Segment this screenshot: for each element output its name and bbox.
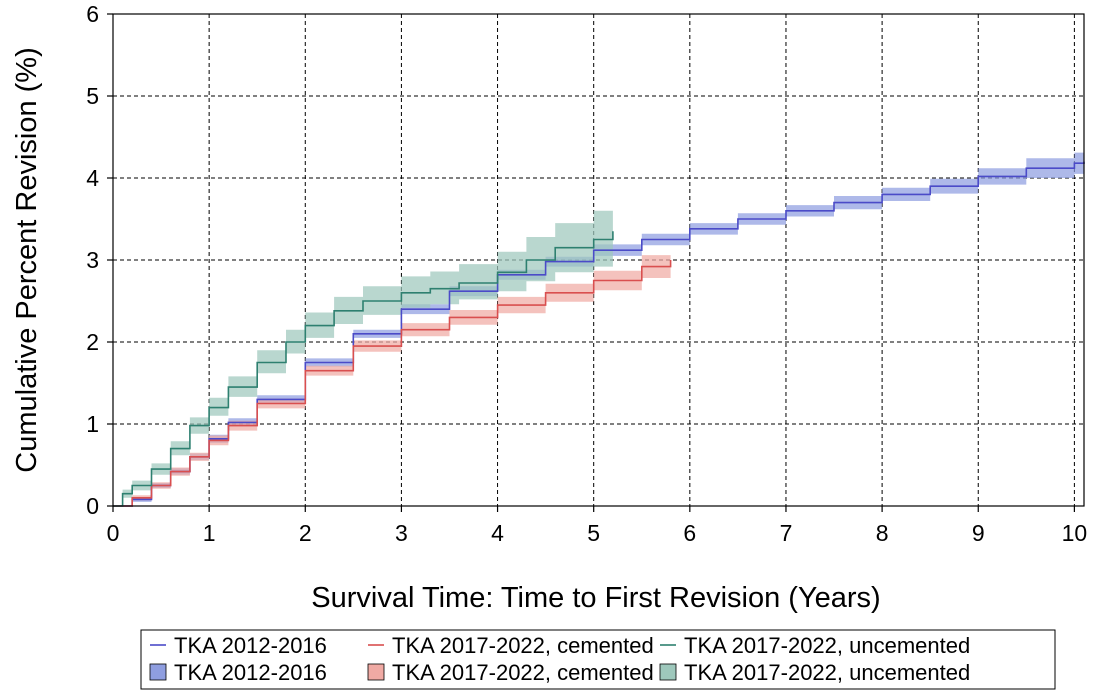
confidence-bands <box>113 150 1084 506</box>
x-tick-label-4: 4 <box>491 520 504 546</box>
legend-line-label-1: TKA 2017-2022, cemented <box>392 633 654 658</box>
x-tick-label-2: 2 <box>299 520 312 546</box>
x-tick-label-6: 6 <box>683 520 696 546</box>
y-tick-label-6: 6 <box>86 1 99 27</box>
x-tick-label-8: 8 <box>876 520 889 546</box>
x-tick-label-7: 7 <box>780 520 793 546</box>
y-tick-label-1: 1 <box>86 411 99 437</box>
x-tick-label-1: 1 <box>203 520 216 546</box>
legend-band-label-1: TKA 2017-2022, cemented <box>392 660 654 685</box>
x-axis-title: Survival Time: Time to First Revision (Y… <box>311 582 880 614</box>
legend-box <box>140 629 1056 690</box>
legend-line-label-2: TKA 2017-2022, uncemented <box>684 633 970 658</box>
y-tick-label-2: 2 <box>86 329 99 355</box>
x-tick-label-0: 0 <box>107 520 120 546</box>
confidence-band-2 <box>113 198 613 506</box>
legend-band-swatch-2 <box>659 663 677 681</box>
x-tick-label-9: 9 <box>972 520 985 546</box>
y-tick-label-5: 5 <box>86 83 99 109</box>
axes: 0 1 2 3 4 5 6 7 8 9 10 0 1 2 3 4 5 6 <box>86 1 1087 546</box>
y-tick-label-4: 4 <box>86 165 99 191</box>
legend-line-label-0: TKA 2012-2016 <box>174 633 327 658</box>
legend-band-swatch-0 <box>149 663 167 681</box>
series-lines <box>113 161 1085 507</box>
legend-band-label-0: TKA 2012-2016 <box>174 660 327 685</box>
confidence-band-0 <box>113 150 1084 506</box>
x-tick-label-10: 10 <box>1062 520 1088 546</box>
y-axis-title: Cumulative Percent Revision (%) <box>11 47 43 472</box>
series-line-2 <box>113 231 614 507</box>
x-tick-label-5: 5 <box>587 520 600 546</box>
legend-band-swatch-1 <box>367 663 385 681</box>
x-tick-label-3: 3 <box>395 520 408 546</box>
series-line-1 <box>113 260 672 507</box>
y-tick-label-0: 0 <box>86 493 99 519</box>
legend-band-label-2: TKA 2017-2022, uncemented <box>684 660 970 685</box>
confidence-band-1 <box>113 246 671 506</box>
y-tick-label-3: 3 <box>86 247 99 273</box>
